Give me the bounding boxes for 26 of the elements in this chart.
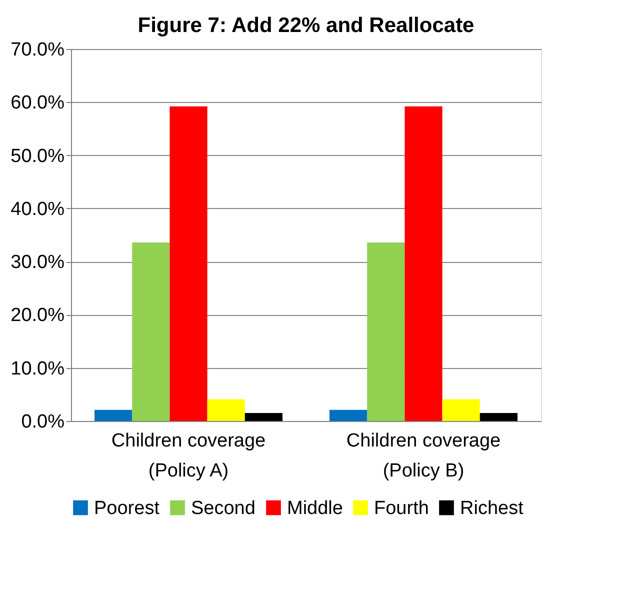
y-tick-label: 50.0%: [10, 146, 65, 167]
bar: [132, 242, 170, 421]
y-tick-label: 40.0%: [10, 198, 65, 220]
bar: [170, 106, 208, 421]
bar: [330, 410, 368, 421]
y-tick-label: 70.0%: [10, 40, 65, 60]
x-tick-label: Children coverage (Policy B): [346, 430, 501, 482]
legend-label: Richest: [460, 498, 524, 519]
legend-label: Second: [191, 498, 256, 519]
y-tick-label: 30.0%: [10, 252, 65, 274]
y-tick-label: 20.0%: [10, 305, 65, 326]
bar: [442, 399, 480, 421]
chart-title: Figure 7: Add 22% and Reallocate: [138, 14, 474, 37]
x-tick-label: Children coverage (Policy A): [111, 430, 266, 482]
bar: [480, 413, 518, 421]
legend-label: Fourth: [374, 498, 429, 519]
bar: [367, 242, 405, 421]
bar: [404, 106, 442, 421]
y-tick-label: 10.0%: [10, 358, 65, 380]
bar: [207, 399, 245, 421]
legend-label: Poorest: [94, 498, 160, 519]
bar: [94, 410, 132, 421]
y-tick-label: 60.0%: [10, 92, 65, 114]
bar: [244, 413, 282, 421]
legend-label: Middle: [287, 498, 343, 519]
y-tick-label: 0.0%: [21, 412, 65, 432]
